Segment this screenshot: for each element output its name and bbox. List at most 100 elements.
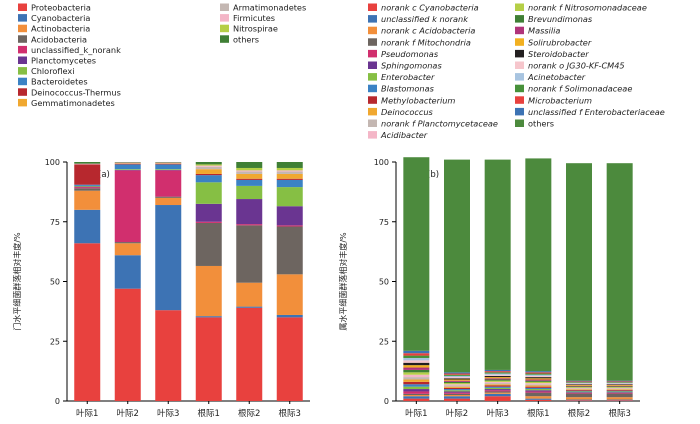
- bar-segment: [195, 175, 222, 183]
- bar-segment: [236, 167, 263, 171]
- bar-segment: [114, 288, 141, 401]
- y-tick-label: 25: [379, 337, 389, 346]
- bar-segment: [566, 400, 592, 401]
- legend-swatch: [18, 77, 27, 86]
- legend-label: Acinetobacter: [527, 72, 586, 82]
- legend-label: norank c Acidobacteria: [381, 26, 475, 36]
- bar-segment: [525, 379, 552, 381]
- bar-segment: [403, 369, 430, 373]
- bar-segment: [484, 379, 511, 381]
- bar-segment: [236, 185, 263, 200]
- bar-segment: [403, 379, 430, 382]
- legend-label: Enterobacter: [381, 72, 435, 82]
- bar-segment: [403, 398, 430, 401]
- bar-segment: [74, 164, 101, 185]
- bar-segment: [444, 380, 470, 382]
- panel-label: (b): [427, 170, 439, 180]
- bar-segment: [403, 377, 430, 380]
- bar-segment: [484, 393, 511, 397]
- y-tick-label: 75: [50, 218, 60, 227]
- legend-swatch: [515, 15, 524, 23]
- x-tick-label: 叶际3: [157, 409, 179, 419]
- bar-segment: [484, 390, 511, 392]
- bar-segment: [444, 386, 470, 388]
- bar-segment: [74, 163, 101, 165]
- bar-segment: [484, 391, 511, 393]
- bar-segment: [606, 163, 633, 381]
- legend-swatch: [515, 119, 524, 127]
- bar-segment: [114, 163, 141, 165]
- bar-segment: [525, 396, 552, 399]
- legend-label: Steroidobacter: [528, 49, 589, 59]
- bar-segment: [606, 384, 633, 386]
- x-tick-label: 根际1: [527, 408, 549, 419]
- bar-segment: [566, 386, 592, 388]
- bar-segment: [566, 390, 592, 391]
- legend-swatch: [515, 38, 524, 46]
- bar-segment: [155, 205, 182, 311]
- legend-swatch: [368, 49, 377, 58]
- legend-swatch: [18, 67, 27, 75]
- y-axis-title: 门水平细菌群落相对丰度/%: [12, 232, 22, 331]
- bar-segment: [155, 197, 182, 206]
- bar-segment: [444, 393, 470, 396]
- bar-segment: [566, 380, 592, 382]
- bar-segment: [566, 382, 592, 383]
- bar-segment: [525, 387, 552, 390]
- bar-segment: [606, 399, 633, 401]
- bar-segment: [276, 178, 303, 180]
- bar-segment: [444, 375, 470, 378]
- legend-label: Solirubrobacter: [528, 37, 592, 47]
- bar-segment: [403, 384, 430, 387]
- bar-segment: [403, 367, 430, 370]
- bar-segment: [525, 383, 552, 385]
- bar-segment: [444, 389, 470, 391]
- legend-swatch: [515, 96, 524, 104]
- bar-segment: [195, 222, 222, 266]
- bar-segment: [566, 399, 592, 401]
- bar-segment: [155, 196, 182, 198]
- bar-segment: [525, 399, 552, 401]
- bar-segment: [403, 353, 430, 356]
- bar-segment: [114, 164, 141, 170]
- bar-segment: [484, 371, 511, 373]
- bar-segment: [236, 162, 263, 168]
- x-tick-label: 根际2: [238, 408, 260, 419]
- bar-segment: [444, 385, 470, 387]
- bar-segment: [276, 225, 303, 227]
- bar-segment: [525, 381, 552, 384]
- bar-segment: [566, 387, 592, 389]
- bar-segment: [114, 243, 141, 256]
- bar-segment: [236, 179, 263, 186]
- bar-segment: [403, 357, 430, 361]
- legend-label: Deinococcus: [381, 107, 434, 117]
- bar-segment: [566, 381, 592, 383]
- legend-label: Firmicutes: [233, 13, 275, 23]
- bar-segment: [444, 396, 470, 399]
- bar-segment: [606, 400, 633, 401]
- bar-segment: [484, 373, 511, 375]
- bar-segment: [403, 396, 430, 399]
- bar-segment: [525, 380, 552, 382]
- y-tick-label: 25: [50, 337, 60, 346]
- bar-segment: [484, 392, 511, 394]
- bar-segment: [444, 378, 470, 380]
- bar-segment: [403, 393, 430, 396]
- legend-swatch: [18, 45, 27, 54]
- bar-segment: [606, 397, 633, 400]
- bar-segment: [74, 184, 101, 186]
- bar-segment: [403, 365, 430, 368]
- legend-label: norank o JG30-KF-CM45: [528, 61, 625, 71]
- bar-segment: [236, 171, 263, 174]
- legend-label: Planctomycetes: [31, 56, 96, 66]
- legend-swatch: [220, 24, 229, 33]
- bar-segment: [566, 384, 592, 386]
- bar-segment: [566, 389, 592, 391]
- x-tick-label: 根际3: [279, 408, 301, 419]
- bar-segment: [606, 393, 633, 398]
- bar-segment: [444, 373, 470, 375]
- bar-segment: [444, 374, 470, 376]
- bar-segment: [74, 188, 101, 191]
- bar-segment: [444, 387, 470, 390]
- y-tick-label: 0: [384, 397, 389, 406]
